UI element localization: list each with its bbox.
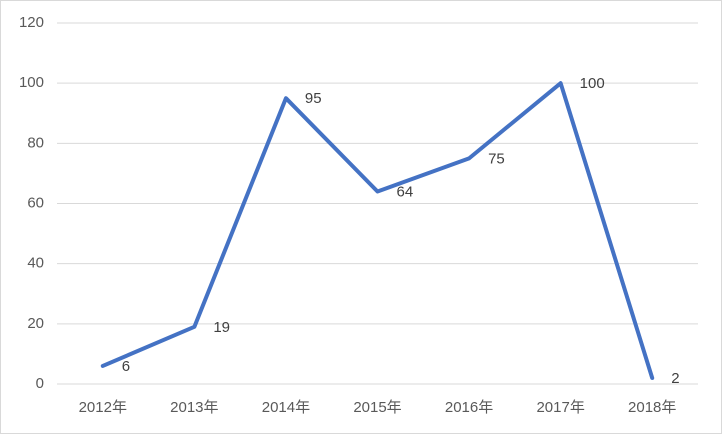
x-tick-label: 2017年 <box>536 399 584 416</box>
x-tick-label: 2015年 <box>353 399 401 416</box>
data-label: 19 <box>213 319 230 336</box>
data-label: 75 <box>488 150 505 167</box>
x-tick-label: 2014年 <box>262 399 310 416</box>
x-tick-label: 2016年 <box>445 399 493 416</box>
y-tick-label: 120 <box>19 14 44 31</box>
data-label: 64 <box>397 183 414 200</box>
data-label: 6 <box>122 358 130 375</box>
data-label: 95 <box>305 90 322 107</box>
x-tick-label: 2013年 <box>170 399 218 416</box>
x-tick-label: 2012年 <box>79 399 127 416</box>
x-tick-label: 2018年 <box>628 399 676 416</box>
data-label: 2 <box>671 370 679 387</box>
y-tick-label: 20 <box>27 315 44 332</box>
data-label: 100 <box>580 75 605 92</box>
series-line <box>100 81 655 380</box>
y-tick-label: 0 <box>36 375 44 392</box>
y-tick-label: 60 <box>27 194 44 211</box>
y-tick-label: 100 <box>19 74 44 91</box>
y-tick-label: 40 <box>27 255 44 272</box>
y-tick-label: 80 <box>27 134 44 151</box>
